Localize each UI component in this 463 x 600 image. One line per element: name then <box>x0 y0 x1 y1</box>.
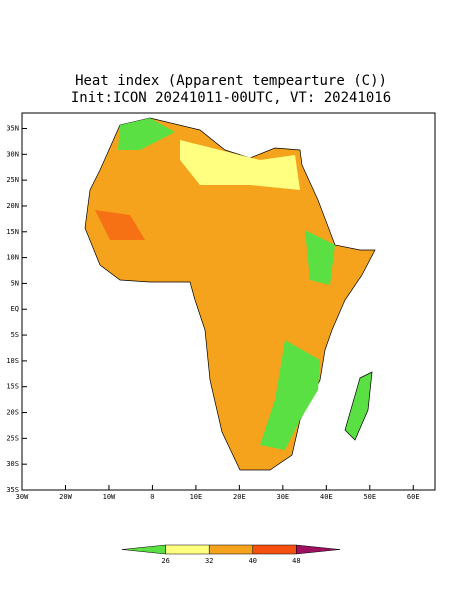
colorbar-label: 40 <box>249 557 257 565</box>
y-tick-label: 30N <box>6 150 19 158</box>
y-tick-label: 25N <box>6 176 19 184</box>
title: Heat index (Apparent tempearture (C)) <box>75 73 387 89</box>
colorbar-label: 32 <box>205 557 213 565</box>
sahara-zone <box>180 140 300 190</box>
north-green <box>118 118 175 150</box>
y-tick-label: 30S <box>6 460 19 468</box>
x-tick-label: 10E <box>190 493 203 501</box>
y-tick-label: EQ <box>11 305 19 313</box>
madagascar <box>344 371 373 441</box>
colorbar-bin <box>252 544 297 555</box>
x-tick-label: 40E <box>320 493 333 501</box>
map-frame <box>21 112 436 491</box>
y-tick-label: 5S <box>11 331 19 339</box>
x-tick-label: 0 <box>150 493 154 501</box>
y-tick-label: 10N <box>6 254 19 262</box>
y-tick-label: 25S <box>6 434 19 442</box>
colorbar-bin <box>165 544 210 555</box>
colorbar-bin <box>296 544 341 555</box>
colorbar-bin <box>208 544 254 555</box>
x-tick-label: 60E <box>407 493 420 501</box>
colorbar: 26 32 40 48 <box>121 544 341 565</box>
colorbar-label: 48 <box>292 557 300 565</box>
y-tick-label: 35N <box>6 124 19 132</box>
west-hot <box>95 210 145 240</box>
x-tick-label: 20W <box>59 493 72 501</box>
colorbar-bin <box>121 544 166 555</box>
x-tick-label: 30W <box>16 493 29 501</box>
subtitle: Init:ICON 20241011-00UTC, VT: 20241016 <box>71 90 391 106</box>
x-tick-label: 30E <box>277 493 290 501</box>
southeast-green <box>260 340 320 450</box>
y-tick-label: 5N <box>11 279 19 287</box>
colorbar-label: 26 <box>161 557 169 565</box>
x-tick-label: 20E <box>233 493 246 501</box>
ethiopia-green <box>305 230 335 285</box>
y-tick-label: 10S <box>6 357 19 365</box>
map-land <box>84 117 376 471</box>
y-tick-label: 15N <box>6 228 19 236</box>
y-tick-label: 35S <box>6 486 19 494</box>
x-tick-label: 50E <box>363 493 376 501</box>
x-tick-label: 10W <box>103 493 116 501</box>
y-tick-label: 20S <box>6 409 19 417</box>
y-tick-label: 15S <box>6 383 19 391</box>
y-tick-label: 20N <box>6 202 19 210</box>
